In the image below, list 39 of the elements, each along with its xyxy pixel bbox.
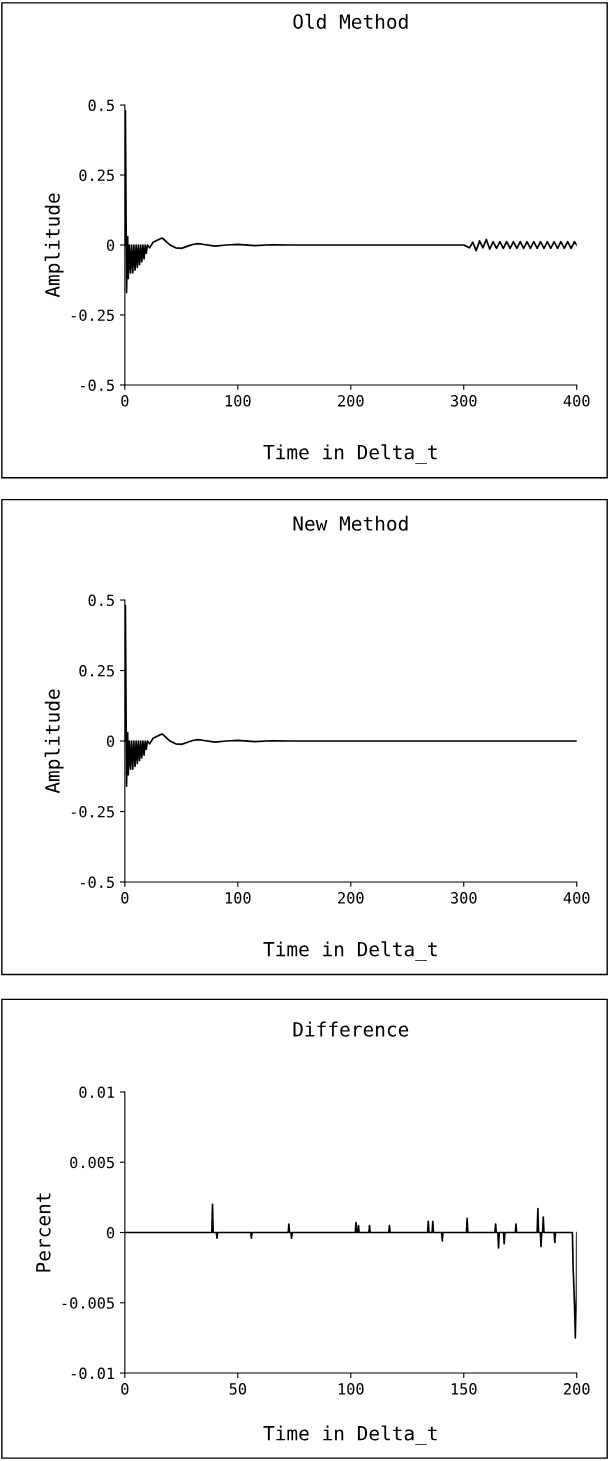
y-tick-label: -0.01: [71, 1367, 115, 1380]
x-tick-label: 150: [451, 1383, 477, 1395]
x-tick-label: 400: [563, 892, 590, 904]
x-tick-label: 0: [121, 395, 129, 407]
y-axis-title: Amplitude: [44, 689, 64, 794]
y-tick-label: -0.005: [62, 1297, 114, 1309]
chart-title: Old Method: [293, 13, 408, 29]
y-tick-label: -0.5: [80, 876, 114, 889]
x-tick-label: 50: [229, 1383, 247, 1395]
chart-title: New Method: [293, 515, 408, 531]
y-tick-label: 0.005: [70, 1156, 114, 1169]
x-tick-label: 0: [121, 892, 129, 904]
y-tick-label: -0.5: [80, 379, 114, 392]
x-tick-label: 300: [450, 395, 477, 407]
y-tick-label: -0.25: [71, 309, 114, 322]
x-tick-label: 400: [563, 395, 590, 407]
x-tick-label: 100: [225, 892, 251, 904]
y-axis-title: Percent: [36, 1193, 51, 1272]
x-tick-label: 0: [121, 1383, 129, 1395]
y-tick-label: 0: [106, 239, 115, 252]
y-tick-label: 0.25: [79, 665, 114, 677]
x-axis-title: Time in Delta_t: [263, 941, 437, 961]
y-tick-label: 0.25: [79, 169, 114, 182]
chart-title: Difference: [293, 1021, 409, 1037]
y-axis-title: Amplitude: [44, 193, 64, 298]
x-tick-label: 200: [338, 892, 364, 904]
x-tick-label: 200: [564, 1383, 590, 1395]
x-axis-title: Time in Delta_t: [263, 444, 437, 464]
x-tick-label: 300: [450, 892, 477, 904]
x-tick-label: 100: [225, 395, 251, 407]
y-tick-label: 0.5: [88, 594, 114, 607]
x-tick-label: 200: [338, 395, 364, 407]
y-tick-label: 0.01: [79, 1086, 115, 1099]
y-tick-label: 0.5: [88, 99, 114, 112]
y-tick-label: 0: [106, 1227, 115, 1239]
y-tick-label: -0.25: [71, 806, 114, 818]
x-tick-label: 100: [338, 1383, 364, 1395]
y-tick-label: 0: [106, 735, 115, 748]
x-axis-title: Time in Delta_t: [263, 1425, 437, 1445]
